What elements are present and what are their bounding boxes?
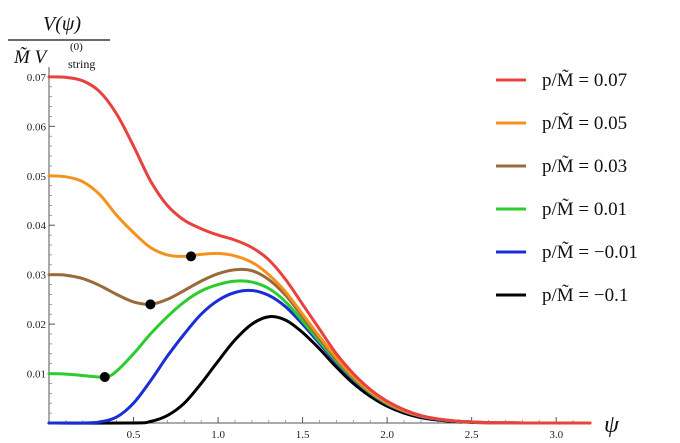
- y-tick-label: 0.06: [27, 121, 47, 133]
- y-tick-label: 0.02: [27, 319, 46, 331]
- legend-label: p/M̃ = 0.05: [542, 111, 627, 134]
- minimum-marker: [145, 299, 156, 310]
- legend-label: p/M̃ = 0.01: [542, 197, 627, 220]
- y-tick-label: 0.01: [27, 369, 46, 381]
- y-axis-title-numerator: V(ψ): [43, 13, 81, 35]
- minimum-markers: [99, 251, 197, 383]
- series-line: [47, 267, 592, 425]
- x-tick-label: 1.5: [296, 429, 310, 441]
- legend-label: p/M̃ = −0.01: [542, 240, 638, 263]
- series-line: [47, 75, 592, 425]
- x-tick-label: 2.5: [465, 429, 479, 441]
- x-axis-title: ψ: [604, 412, 620, 438]
- x-tick-label: 3.0: [549, 429, 563, 441]
- y-axis-title-superscript: (0): [70, 41, 83, 53]
- y-tick-label: 0.07: [27, 72, 47, 84]
- legend-label: p/M̃ = 0.07: [542, 68, 627, 91]
- y-axis-title: V(ψ) M̃ V (0) string: [8, 13, 110, 71]
- legend-label: p/M̃ = 0.03: [542, 154, 627, 177]
- series-lines: [47, 75, 592, 425]
- y-tick-label: 0.03: [27, 270, 47, 282]
- x-tick-label: 2.0: [380, 429, 394, 441]
- y-axis-title-denominator: M̃ V: [13, 47, 49, 68]
- legend: p/M̃ = 0.07 p/M̃ = 0.05 p/M̃ = 0.03 p/M̃ = …: [496, 68, 638, 306]
- x-axis-ticks: 0.5 1.0 1.5 2.0 2.5 3.0: [65, 417, 574, 441]
- y-axis-ticks: 0.01 0.02 0.03 0.04 0.05 0.06 0.07: [27, 72, 55, 414]
- legend-label: p/M̃ = −0.1: [542, 283, 628, 306]
- x-tick-label: 0.5: [127, 429, 141, 441]
- x-tick-label: 1.0: [211, 429, 225, 441]
- minimum-marker: [99, 372, 110, 383]
- y-tick-label: 0.04: [27, 220, 47, 232]
- y-axis-title-subscript: string: [68, 57, 95, 71]
- y-tick-label: 0.05: [27, 171, 47, 183]
- y-axis-title-denominator-main: M̃ V: [13, 47, 49, 68]
- minimum-marker: [186, 251, 197, 262]
